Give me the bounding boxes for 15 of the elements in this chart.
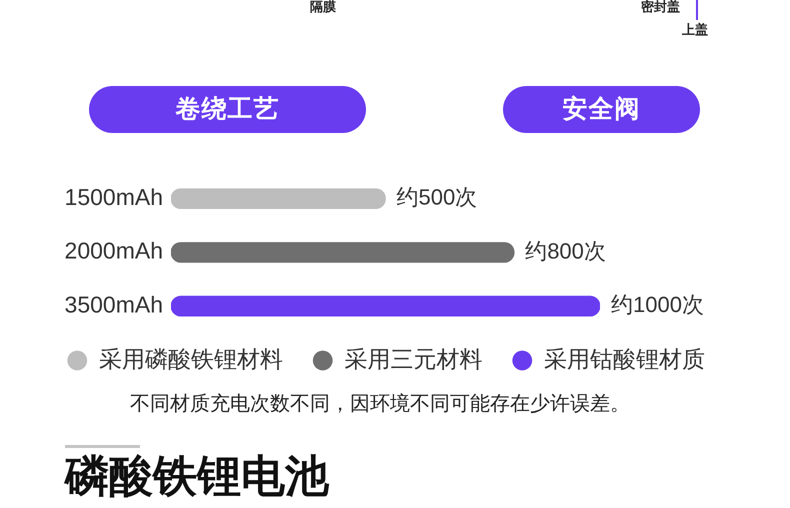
legend-label: 采用磷酸铁锂材料 bbox=[98, 346, 283, 372]
y-tick-label: 3500mAh bbox=[64, 291, 163, 318]
pill-badge: 卷绕工艺 bbox=[89, 86, 366, 133]
text: 磷酸铁锂电池 bbox=[65, 452, 329, 502]
y-tick-label: 2000mAh bbox=[64, 238, 163, 264]
legend-label: 采用钴酸锂材质 bbox=[544, 346, 705, 372]
legend-label: 采用三元材料 bbox=[344, 346, 482, 372]
text: 不同材质充电次数不同，因环境不同可能存在少许误差。 bbox=[130, 393, 630, 415]
pill-badge: 安全阀 bbox=[503, 86, 700, 133]
data-label: 约1000次 bbox=[611, 292, 704, 318]
text: 上盖 bbox=[682, 22, 708, 38]
text: 隔膜 bbox=[310, 0, 336, 14]
y-tick-label: 1500mAh bbox=[64, 184, 163, 210]
data-label: 约500次 bbox=[396, 184, 478, 210]
data-label: 约800次 bbox=[525, 238, 606, 264]
